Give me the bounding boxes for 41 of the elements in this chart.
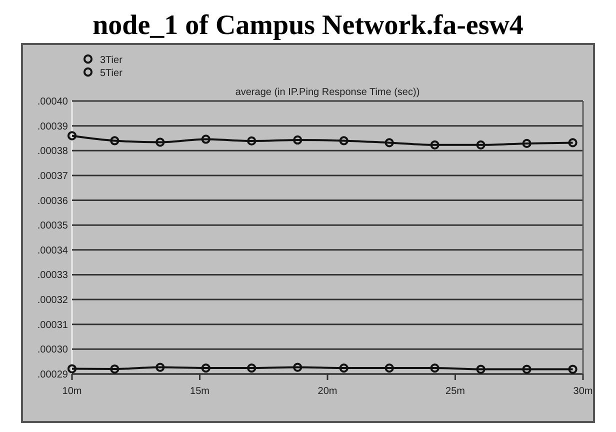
- point: [201, 134, 210, 144]
- point: [384, 363, 394, 373]
- y-tick-label: .00036: [37, 196, 68, 207]
- point: [522, 138, 532, 148]
- y-tick-label: .00030: [37, 344, 68, 356]
- point: [476, 364, 486, 374]
- point: [476, 140, 486, 150]
- x-tick-label: 30m: [573, 386, 593, 397]
- y-tick-label: .00037: [37, 170, 68, 182]
- y-tick-label: .00038: [37, 146, 68, 158]
- legend-label: 3Tier: [100, 55, 124, 66]
- y-tick-label: .00029: [37, 370, 68, 380]
- point: [430, 140, 440, 150]
- legend-label: 5Tier: [100, 68, 124, 79]
- point: [339, 363, 348, 373]
- chart-title: node_1 of Campus Network.fa-esw4: [92, 10, 524, 41]
- point: [201, 363, 210, 373]
- point: [522, 364, 532, 374]
- point: [430, 363, 440, 373]
- point: [293, 362, 302, 372]
- y-tick-label: .00031: [37, 320, 68, 331]
- point: [156, 362, 165, 372]
- point: [156, 138, 165, 147]
- point: [384, 138, 394, 148]
- x-tick-label: 15m: [190, 386, 210, 397]
- point: [247, 136, 256, 146]
- point: [247, 363, 256, 373]
- point: [293, 135, 302, 145]
- y-tick-label: .00033: [37, 270, 68, 282]
- x-tick-label: 25m: [446, 386, 465, 397]
- chart-subtitle: average (in IP.Ping Response Time (sec)): [235, 87, 420, 98]
- y-tick-label: .00034: [37, 245, 68, 256]
- point: [110, 364, 120, 374]
- y-tick-label: .00035: [37, 220, 68, 232]
- point: [110, 136, 120, 146]
- point: [339, 136, 348, 146]
- x-tick-label: 10m: [62, 386, 82, 397]
- x-tick-label: 20m: [318, 386, 338, 397]
- y-tick-label: .00032: [37, 295, 68, 306]
- y-tick-label: .00039: [37, 121, 68, 132]
- y-tick-label: .00040: [37, 96, 68, 108]
